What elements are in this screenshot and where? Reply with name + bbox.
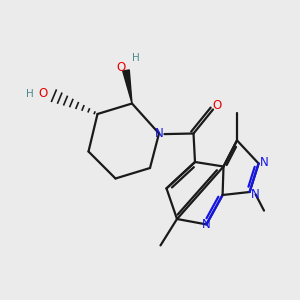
Text: N: N (202, 218, 211, 232)
Text: H: H (26, 89, 33, 99)
Polygon shape (123, 70, 132, 104)
Text: N: N (250, 188, 260, 201)
Text: O: O (116, 61, 125, 74)
Text: H: H (132, 53, 140, 63)
Text: N: N (260, 156, 268, 169)
Text: O: O (213, 99, 222, 112)
Text: O: O (38, 87, 47, 101)
Text: N: N (154, 127, 164, 140)
